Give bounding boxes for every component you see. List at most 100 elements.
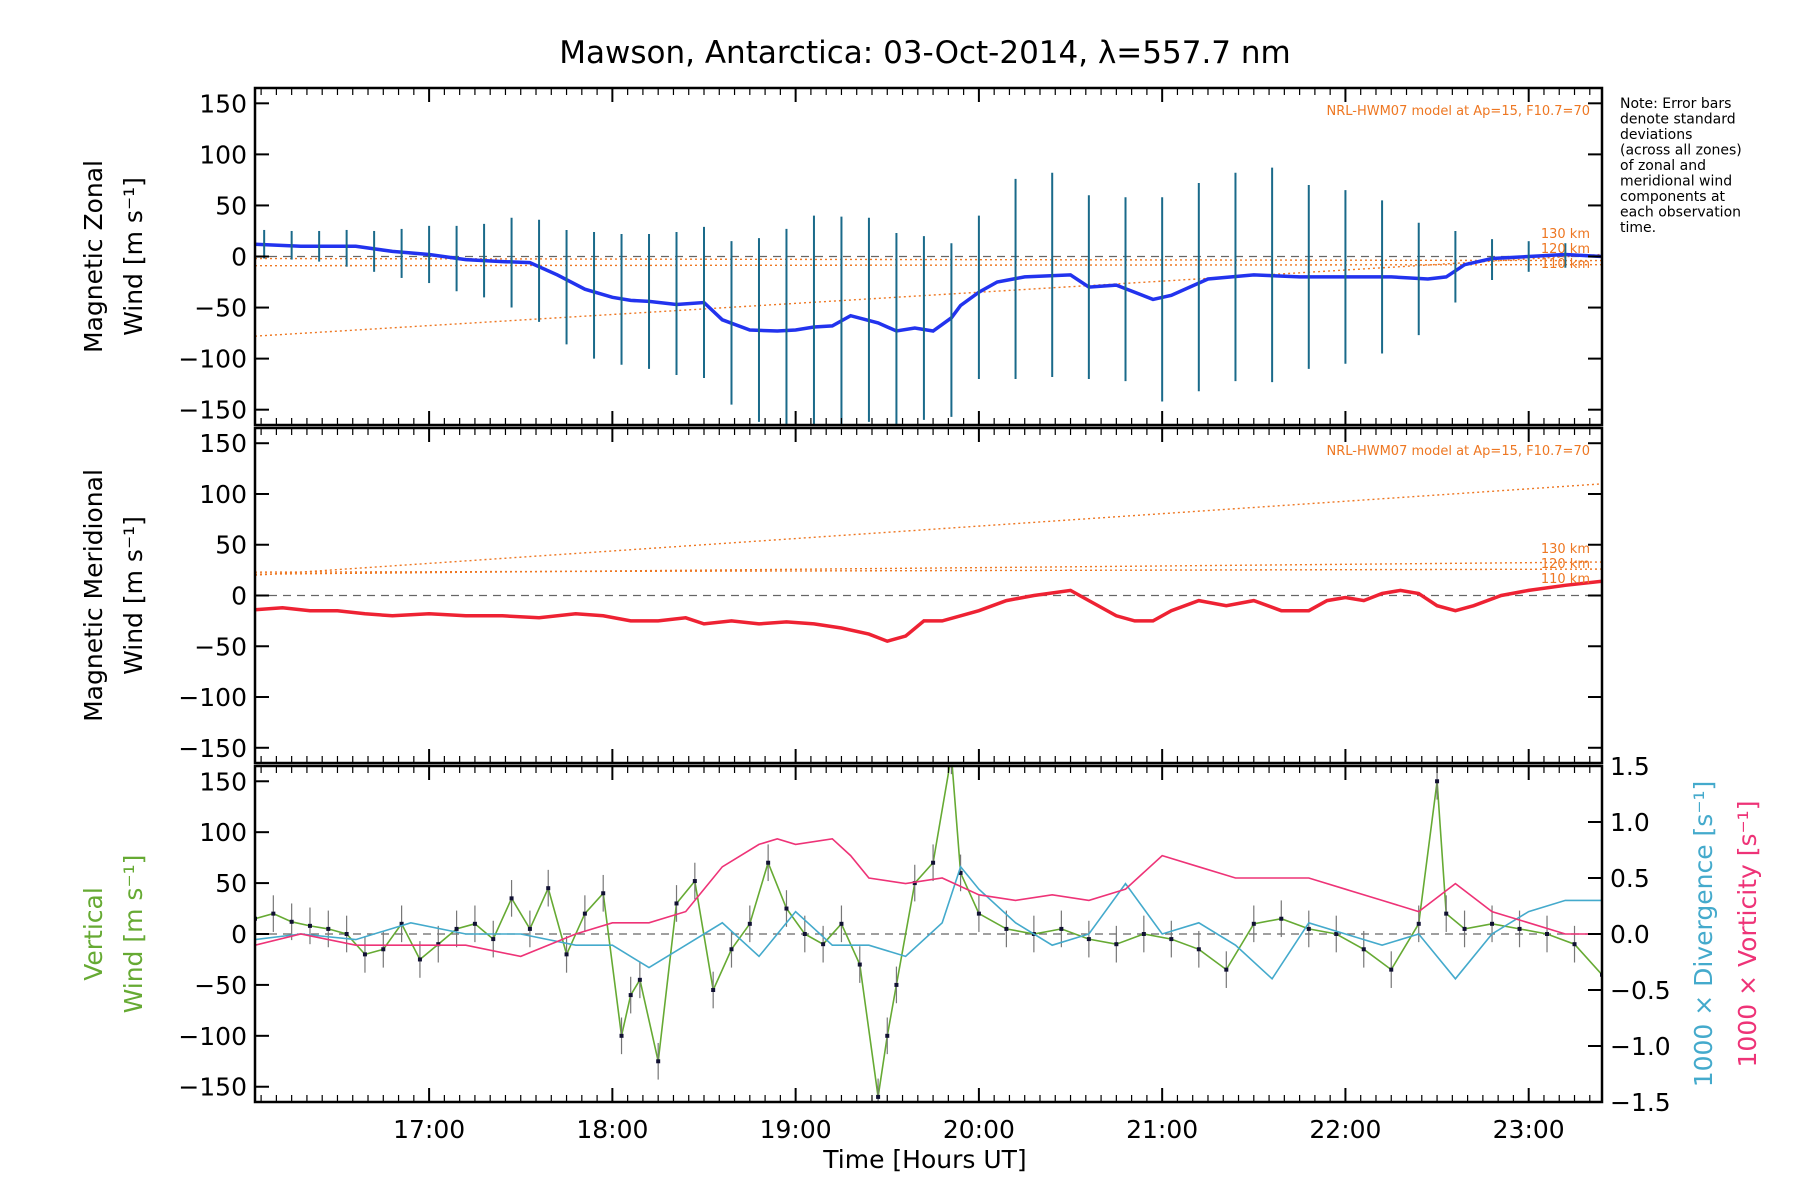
vertical-point bbox=[1004, 926, 1009, 931]
y-axis-title-line: Magnetic Meridional bbox=[79, 469, 108, 722]
y-tick-label: 50 bbox=[215, 531, 247, 560]
y-tick-label: 50 bbox=[215, 191, 247, 220]
vertical-point bbox=[857, 962, 862, 967]
vertical-point bbox=[509, 896, 514, 901]
y-tick-label: 150 bbox=[199, 767, 247, 796]
y-tick-label: −50 bbox=[194, 632, 247, 661]
vertical-point bbox=[1361, 947, 1366, 952]
vertical-point bbox=[766, 860, 771, 865]
vertical-point bbox=[784, 906, 789, 911]
vertical-point bbox=[289, 919, 294, 924]
vertical-point bbox=[436, 942, 441, 947]
vertical-point bbox=[628, 993, 633, 998]
y-tick-label: 100 bbox=[199, 480, 247, 509]
vertical-point bbox=[472, 921, 477, 926]
note-line: time. bbox=[1620, 220, 1656, 236]
vertical-point bbox=[802, 932, 807, 936]
note-line: each observation bbox=[1620, 205, 1741, 221]
x-tick-label: 17:00 bbox=[393, 1115, 465, 1144]
note-line: Note: Error bars bbox=[1620, 96, 1731, 112]
y-axis-title-line: Wind [m s⁻¹] bbox=[119, 855, 148, 1014]
model-line-label: 130 km bbox=[1541, 542, 1590, 557]
y2-tick-label: −0.5 bbox=[1610, 976, 1671, 1005]
y2-tick-label: 0.0 bbox=[1610, 920, 1650, 949]
vertical-point bbox=[1517, 926, 1522, 931]
vertical-point bbox=[527, 926, 532, 931]
note-line: components at bbox=[1620, 189, 1726, 205]
vertical-point bbox=[876, 1094, 881, 1099]
y3-axis-title: 1000 × Vorticity [s⁻¹] bbox=[1733, 801, 1762, 1068]
vertical-point bbox=[399, 921, 404, 926]
panel-plot-area bbox=[255, 167, 1602, 425]
note-line: denote standard bbox=[1620, 112, 1736, 128]
vertical-point bbox=[1251, 921, 1256, 926]
y-tick-label: −100 bbox=[178, 683, 247, 712]
y-tick-label: −150 bbox=[178, 1073, 247, 1102]
y-tick-label: 0 bbox=[231, 243, 247, 272]
y-tick-label: −150 bbox=[178, 734, 247, 763]
vertical-point bbox=[1059, 926, 1064, 931]
y-tick-label: −100 bbox=[178, 1022, 247, 1051]
vertical-point bbox=[931, 860, 936, 865]
y-tick-label: 50 bbox=[215, 869, 247, 898]
vertical-point bbox=[454, 926, 459, 931]
vertical-point bbox=[912, 881, 917, 886]
panel-plot-area bbox=[255, 483, 1602, 644]
vertical-point bbox=[1224, 967, 1229, 972]
y-tick-label: 100 bbox=[199, 818, 247, 847]
vertical-point bbox=[729, 947, 734, 952]
y-tick-label: 100 bbox=[199, 140, 247, 169]
vertical-point bbox=[1169, 937, 1174, 942]
vertical-point bbox=[1545, 932, 1550, 936]
x-tick-label: 22:00 bbox=[1309, 1115, 1381, 1144]
vertical-point bbox=[344, 932, 349, 936]
y-axis-title-line: Wind [m s⁻¹] bbox=[119, 177, 148, 336]
x-tick-label: 21:00 bbox=[1126, 1115, 1198, 1144]
vertical-point bbox=[601, 891, 606, 896]
vertical-point bbox=[1462, 926, 1467, 931]
vertical-point bbox=[637, 977, 642, 982]
y2-tick-label: −1.0 bbox=[1610, 1032, 1671, 1061]
x-tick-label: 20:00 bbox=[943, 1115, 1015, 1144]
vertical-point bbox=[894, 982, 899, 987]
vertical-point bbox=[1572, 942, 1577, 947]
vertical-point bbox=[546, 886, 551, 891]
x-tick-label: 18:00 bbox=[576, 1115, 648, 1144]
note-line: (across all zones) bbox=[1620, 143, 1742, 159]
y-axis-title-line: Vertical bbox=[79, 887, 108, 981]
vertical-point bbox=[821, 942, 826, 947]
vertical-point bbox=[1306, 926, 1311, 931]
vertical-point bbox=[1416, 921, 1421, 926]
model-line-label: 110 km bbox=[1541, 257, 1590, 272]
vertical-point bbox=[362, 952, 367, 957]
vertical-point bbox=[1114, 942, 1119, 947]
vertical-point bbox=[949, 754, 953, 758]
vertical-point bbox=[1086, 937, 1091, 942]
model-line bbox=[255, 561, 1602, 575]
note-line: deviations bbox=[1620, 127, 1692, 143]
vertical-point bbox=[307, 923, 312, 928]
series-line bbox=[255, 865, 1602, 981]
y-tick-label: 150 bbox=[199, 429, 247, 458]
vertical-point bbox=[1279, 916, 1284, 921]
y-axis-title-line: Magnetic Zonal bbox=[79, 160, 108, 353]
y-axis-title-line: Wind [m s⁻¹] bbox=[119, 516, 148, 675]
vertical-point bbox=[747, 921, 752, 926]
y2-tick-label: 1.0 bbox=[1610, 808, 1650, 837]
model-line-label: 130 km bbox=[1541, 227, 1590, 242]
vertical-point bbox=[1444, 911, 1449, 916]
vertical-point bbox=[839, 921, 844, 926]
y-tick-label: −50 bbox=[194, 971, 247, 1000]
vertical-point bbox=[1141, 932, 1146, 936]
vertical-point bbox=[1435, 779, 1440, 784]
x-tick-label: 23:00 bbox=[1493, 1115, 1565, 1144]
series-line bbox=[255, 837, 1602, 958]
vertical-point bbox=[958, 870, 963, 875]
vertical-point bbox=[674, 901, 679, 906]
y2-axis-title: 1000 × Divergence [s⁻¹] bbox=[1689, 781, 1718, 1088]
y-tick-label: 150 bbox=[199, 89, 247, 118]
y2-tick-label: 1.5 bbox=[1610, 752, 1650, 781]
